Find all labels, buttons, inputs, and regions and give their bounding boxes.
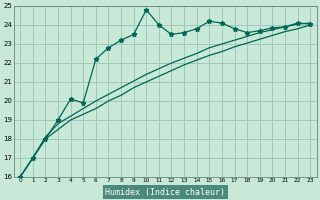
X-axis label: Humidex (Indice chaleur): Humidex (Indice chaleur)	[105, 188, 225, 197]
